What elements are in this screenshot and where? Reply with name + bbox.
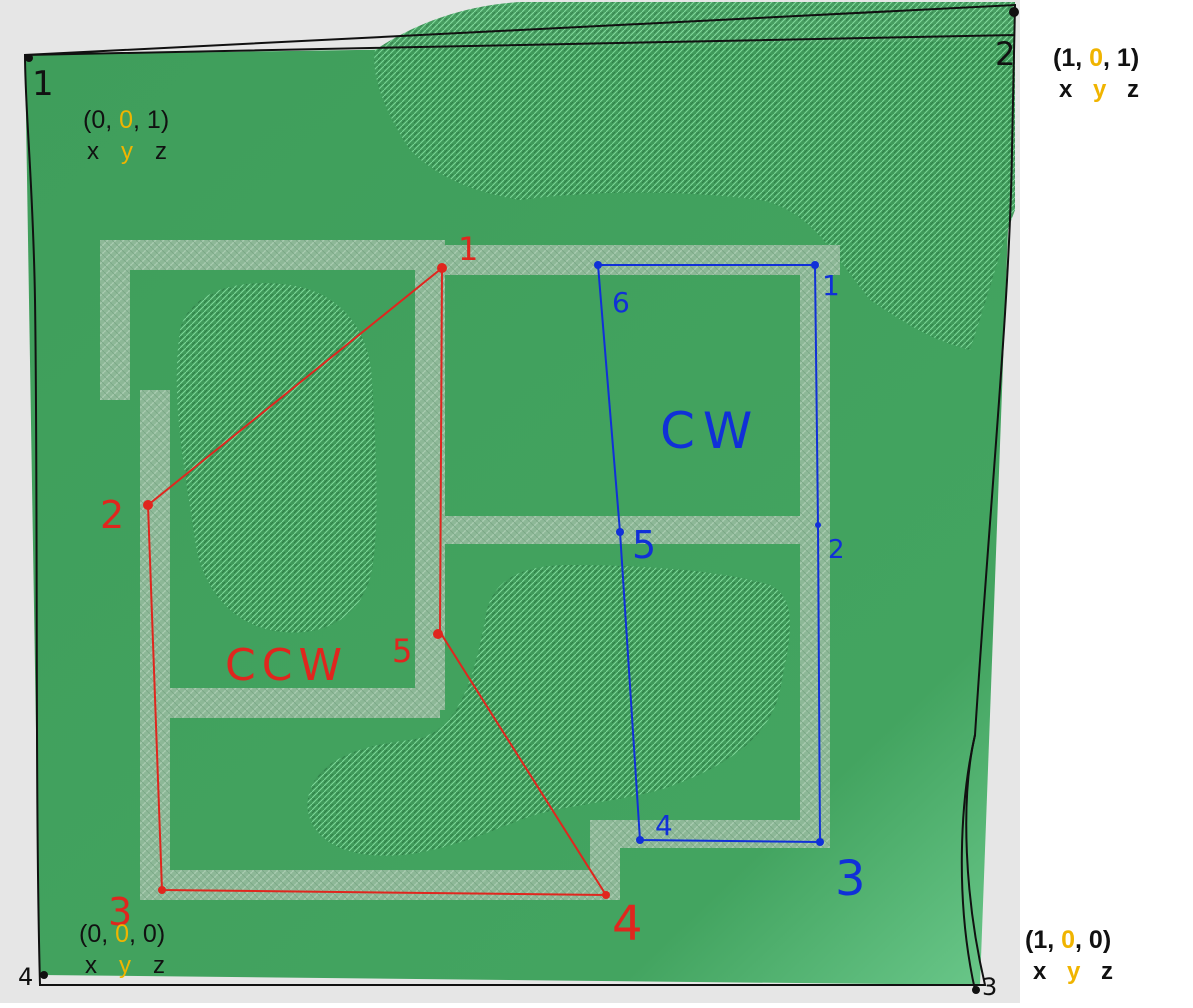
red-point-2: 2	[100, 493, 124, 537]
blue-point-5: 5	[632, 523, 656, 567]
red-path-nodes	[143, 263, 610, 899]
blue-point-1: 1	[822, 269, 840, 302]
red-point-3: 3	[108, 890, 132, 934]
red-point-4: 4	[612, 896, 643, 952]
blue-loop-label: CW	[660, 402, 760, 460]
blue-path-nodes	[594, 261, 824, 846]
red-loop-label: CCW	[225, 640, 348, 691]
blue-point-4: 4	[655, 809, 673, 842]
corner-marker-bottom-left: 4	[18, 963, 33, 991]
terrain-ground	[25, 40, 1015, 985]
corner-dot-top-right	[1009, 7, 1019, 17]
frame-outline	[23, 3, 1017, 986]
mound-bottom	[307, 565, 790, 856]
hill-top-right	[374, 2, 1015, 350]
corner-marker-top-right: 2	[995, 35, 1015, 73]
red-point-1: 1	[458, 230, 478, 268]
blue-point-6: 6	[612, 286, 630, 319]
corner-marker-bottom-right: 3	[982, 973, 997, 1001]
frame-outline-right	[960, 734, 976, 991]
blue-point-3: 3	[835, 851, 866, 907]
red-ccw-path	[147, 267, 607, 896]
corner-marker-top-left: 1	[32, 64, 54, 104]
corner-dot-bottom-left	[40, 971, 48, 979]
corner-dot-top-left	[25, 54, 33, 62]
blue-point-2: 2	[828, 535, 845, 565]
red-point-5: 5	[392, 632, 412, 670]
mound-left	[176, 283, 377, 633]
corner-dot-bottom-right	[972, 986, 980, 994]
